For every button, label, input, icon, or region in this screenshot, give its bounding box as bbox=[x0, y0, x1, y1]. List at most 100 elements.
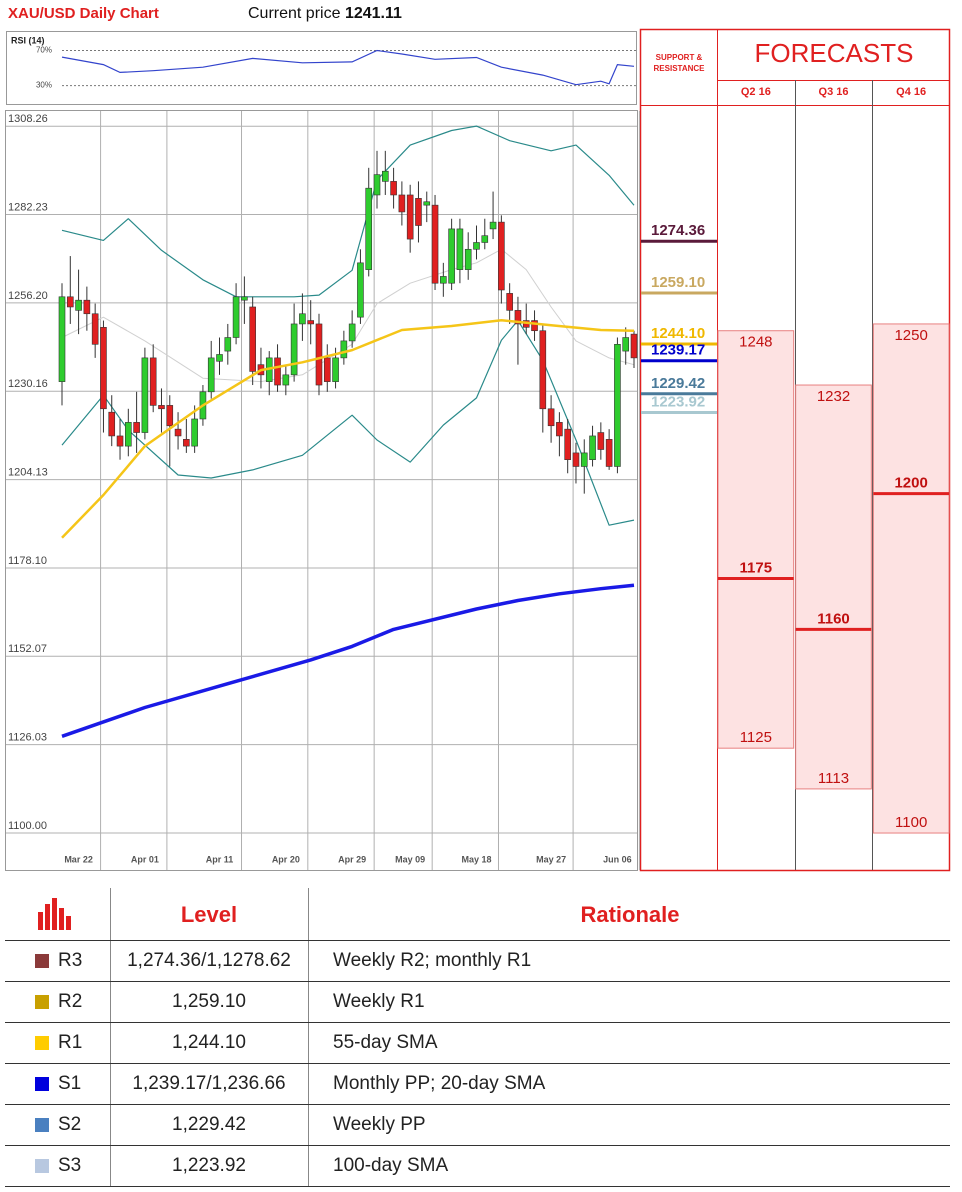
y-tick-label: 1126.03 bbox=[8, 732, 47, 744]
candle-body bbox=[572, 452, 580, 467]
row-label: R2 bbox=[58, 991, 82, 1012]
candle-body bbox=[224, 337, 232, 352]
row-label: R1 bbox=[58, 1032, 82, 1053]
candle-body bbox=[66, 296, 74, 308]
forecast-mid-label: 1175 bbox=[740, 559, 773, 576]
level-label: 1239.17 bbox=[651, 342, 705, 359]
candle-body bbox=[489, 221, 497, 230]
row-rationale: Weekly R1 bbox=[333, 991, 425, 1012]
candle-body bbox=[630, 333, 638, 359]
icon-bar bbox=[66, 916, 71, 930]
candle-body bbox=[191, 418, 198, 447]
row-label: S1 bbox=[58, 1073, 81, 1094]
icon-bar bbox=[45, 904, 50, 930]
candle-body bbox=[116, 435, 124, 447]
row-level: 1,244.10 bbox=[172, 1032, 246, 1053]
candle-body bbox=[531, 320, 538, 332]
rsi-panel bbox=[6, 31, 637, 105]
row-rationale: Monthly PP; 20-day SMA bbox=[333, 1073, 546, 1094]
candle-body bbox=[183, 439, 190, 447]
forecast-range bbox=[872, 323, 950, 834]
forecast-mid-label: 1160 bbox=[817, 610, 850, 627]
row-swatch bbox=[35, 995, 49, 1009]
forecast-low: 1100 bbox=[895, 814, 927, 831]
candle-body bbox=[323, 357, 331, 382]
x-tick-label: Mar 22 bbox=[64, 854, 93, 864]
row-label: S2 bbox=[58, 1114, 81, 1135]
candle-body bbox=[299, 313, 306, 325]
y-tick-label: 1178.10 bbox=[8, 555, 47, 567]
row-level: 1,229.42 bbox=[172, 1114, 246, 1135]
candle-body bbox=[514, 310, 522, 325]
candle-body bbox=[440, 276, 447, 284]
candle-body bbox=[133, 422, 140, 433]
candle-body bbox=[141, 357, 149, 433]
forecast-range bbox=[795, 384, 872, 790]
row-rationale: 55-day SMA bbox=[333, 1032, 438, 1053]
candle-body bbox=[357, 262, 364, 318]
indicator-line bbox=[61, 583, 635, 738]
table-icon bbox=[38, 898, 71, 930]
candle-body bbox=[58, 296, 66, 382]
row-swatch bbox=[35, 1036, 49, 1050]
quarter-label: Q2 16 bbox=[741, 86, 771, 98]
rsi-title: RSI (14) bbox=[11, 35, 45, 45]
candle-body bbox=[91, 313, 99, 345]
candle-body bbox=[249, 306, 256, 372]
level-label: 1229.42 bbox=[651, 375, 705, 392]
candle-body bbox=[232, 296, 240, 338]
candle-body bbox=[597, 432, 605, 450]
candle-body bbox=[166, 405, 174, 427]
x-tick-label: Jun 06 bbox=[603, 854, 632, 864]
y-tick-label: 1204.13 bbox=[8, 467, 48, 479]
forecast-high: 1248 bbox=[739, 334, 772, 351]
forecast-mid-label: 1200 bbox=[894, 475, 927, 492]
row-rationale: 100-day SMA bbox=[333, 1155, 448, 1176]
y-tick-label: 1308.26 bbox=[8, 113, 48, 125]
candle-body bbox=[274, 357, 281, 386]
y-tick-label: 30% bbox=[36, 81, 52, 90]
candle-body bbox=[539, 330, 547, 410]
forecast-low: 1125 bbox=[740, 729, 772, 746]
candle-body bbox=[614, 344, 621, 467]
candle-body bbox=[390, 181, 397, 196]
candle-body bbox=[216, 354, 223, 362]
row-rationale: Weekly R2; monthly R1 bbox=[333, 950, 531, 971]
quarter-label: Q3 16 bbox=[819, 86, 849, 98]
row-level: 1,274.36/1,1278.62 bbox=[127, 950, 291, 971]
candle-body bbox=[423, 201, 431, 206]
candle-body bbox=[398, 194, 406, 213]
x-tick-label: May 27 bbox=[536, 854, 566, 864]
candle-body bbox=[498, 221, 505, 291]
candle-body bbox=[605, 439, 613, 467]
forecasts-title: FORECASTS bbox=[755, 38, 914, 68]
level-label: 1259.10 bbox=[651, 274, 705, 291]
y-tick-label: 1282.23 bbox=[8, 201, 48, 213]
row-level: 1,223.92 bbox=[172, 1155, 246, 1176]
sr-title-box: SUPPORT & RESISTANCE bbox=[654, 53, 705, 73]
candle-body bbox=[547, 408, 555, 427]
x-tick-label: May 18 bbox=[461, 854, 491, 864]
candle-body bbox=[431, 204, 439, 284]
candle-body bbox=[207, 357, 215, 393]
candle-body bbox=[589, 435, 596, 460]
indicator-line bbox=[61, 318, 635, 539]
row-rationale: Weekly PP bbox=[333, 1114, 426, 1135]
row-swatch bbox=[35, 1077, 49, 1091]
y-tick-label: 1230.16 bbox=[8, 378, 48, 390]
icon-bar bbox=[59, 908, 64, 930]
x-tick-label: Apr 11 bbox=[206, 854, 234, 864]
icon-bar bbox=[38, 912, 43, 930]
x-tick-label: Apr 29 bbox=[338, 854, 366, 864]
candle-body bbox=[282, 374, 290, 386]
price-value: 1241.11 bbox=[345, 5, 402, 22]
candle-body bbox=[382, 170, 389, 182]
rsi-line bbox=[61, 49, 635, 86]
candle-body bbox=[149, 357, 157, 406]
chart-title: XAU/USD Daily Chart bbox=[8, 5, 159, 22]
candle-body bbox=[348, 323, 356, 342]
candle-body bbox=[481, 235, 489, 243]
price-panel bbox=[5, 110, 638, 871]
